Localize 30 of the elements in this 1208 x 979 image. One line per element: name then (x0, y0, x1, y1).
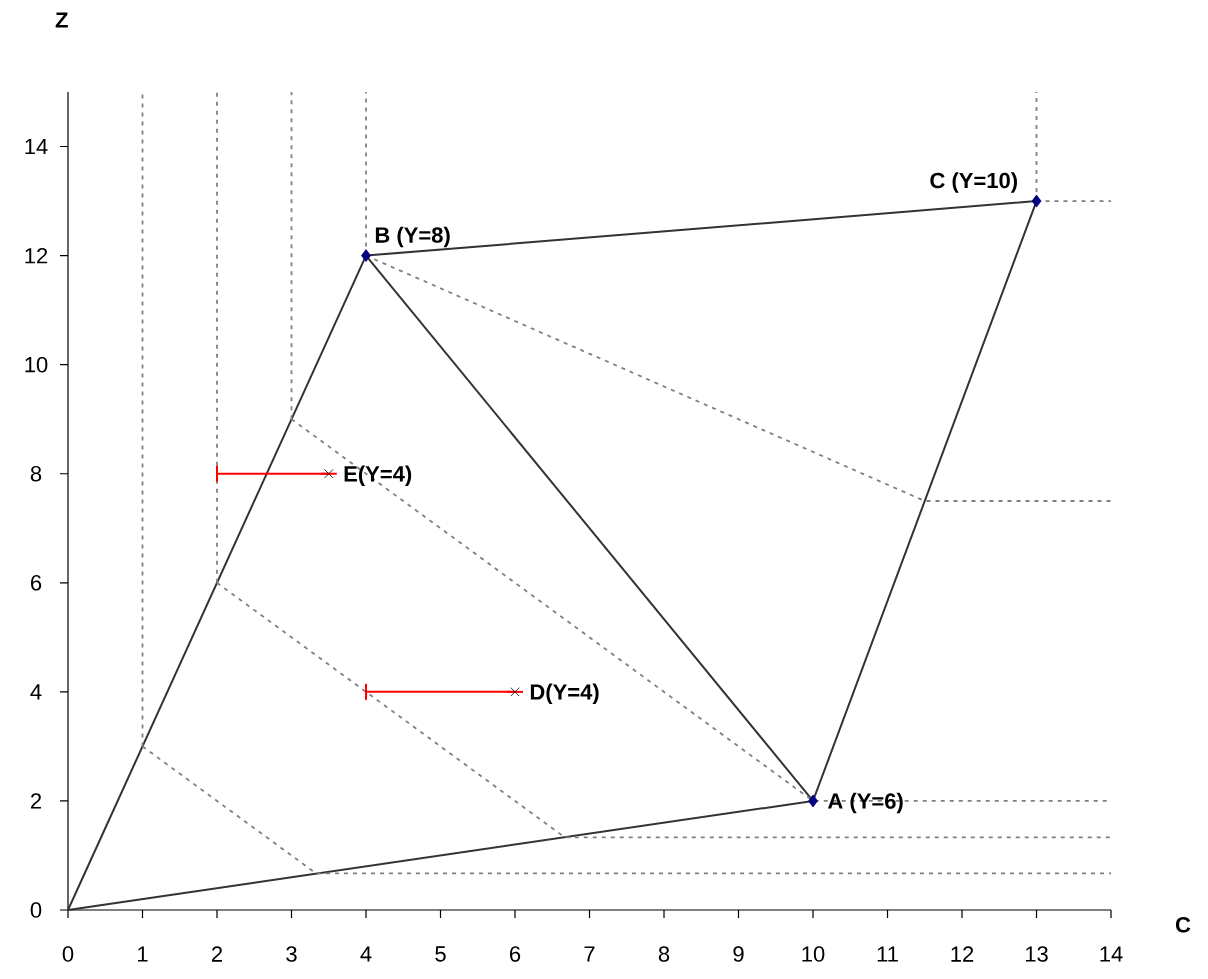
y-axis-title: Z (55, 12, 68, 28)
y-tick-label: 2 (30, 793, 42, 809)
annotation: C (Y=10) (930, 172, 1017, 193)
x-tick-label: 1 (138, 946, 148, 962)
x-tick-label: 2 (211, 946, 223, 962)
annotation: B (Y=8) (375, 226, 450, 248)
x-tick-label: 12 (951, 946, 974, 962)
annotation: D(Y=4) (530, 683, 599, 705)
x-tick-label: 4 (360, 946, 372, 962)
x-axis-title: C (1175, 916, 1191, 933)
x-tick-label: 14 (1100, 946, 1123, 962)
x-tick-label: 13 (1025, 946, 1048, 962)
y-tick-label: 6 (31, 575, 42, 591)
x-tick-label: 0 (62, 946, 74, 962)
x-tick-label: 8 (658, 946, 670, 962)
annotation: E(Y=4) (344, 465, 412, 486)
y-tick-label: 12 (25, 247, 48, 264)
x-tick-label: 5 (435, 946, 446, 962)
x-tick-label: 6 (510, 946, 521, 962)
x-tick-label: 10 (802, 946, 825, 962)
x-tick-label: 9 (733, 946, 744, 962)
x-tick-label: 3 (286, 946, 297, 962)
y-tick-label: 4 (30, 684, 42, 700)
annotation: A (Y=6) (827, 792, 903, 814)
y-tick-label: 14 (25, 138, 48, 155)
y-tick-label: 10 (25, 356, 48, 373)
y-tick-label: 0 (30, 902, 42, 918)
x-tick-label: 7 (584, 946, 595, 962)
y-tick-label: 8 (30, 465, 42, 482)
x-tick-label: 11 (877, 946, 898, 962)
